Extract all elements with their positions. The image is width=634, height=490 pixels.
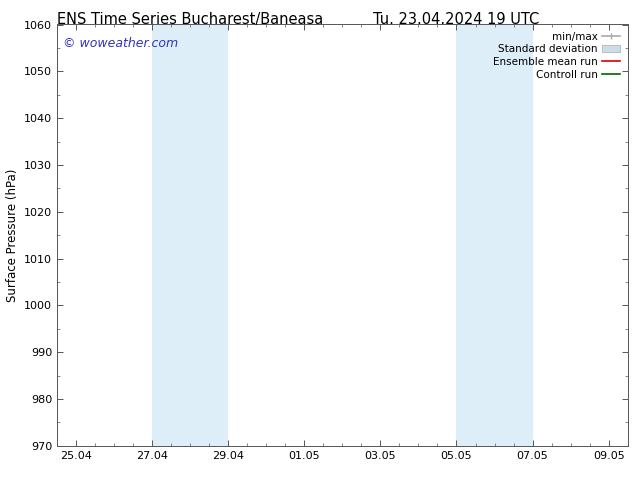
Text: Tu. 23.04.2024 19 UTC: Tu. 23.04.2024 19 UTC (373, 12, 540, 27)
Text: © woweather.com: © woweather.com (63, 37, 178, 50)
Bar (152, 24, 228, 446)
Bar (456, 24, 533, 446)
Legend: min/max, Standard deviation, Ensemble mean run, Controll run: min/max, Standard deviation, Ensemble me… (491, 30, 623, 82)
Y-axis label: Surface Pressure (hPa): Surface Pressure (hPa) (6, 169, 18, 302)
Text: ENS Time Series Bucharest/Baneasa: ENS Time Series Bucharest/Baneasa (57, 12, 323, 27)
